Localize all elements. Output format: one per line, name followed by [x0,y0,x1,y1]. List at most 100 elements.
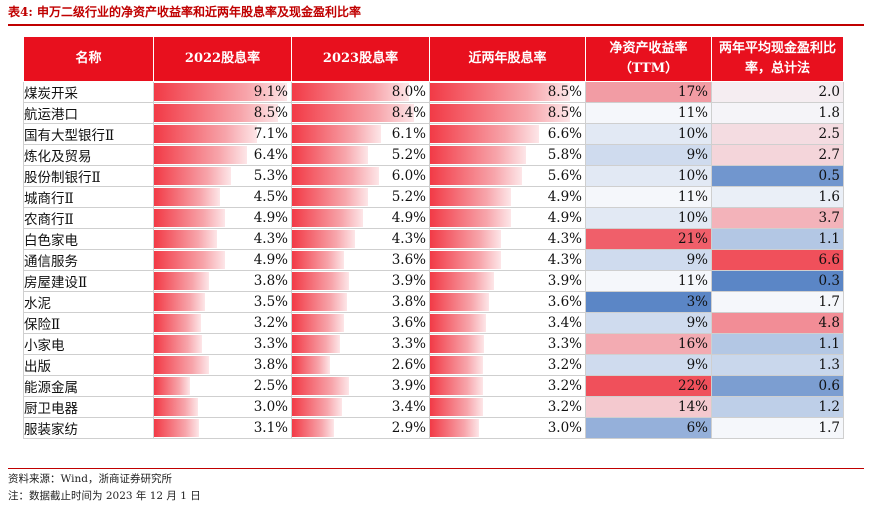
data-bar [292,272,349,290]
roe-cell: 10% [585,123,712,145]
data-bar [292,314,345,332]
cell-value: 4.9% [547,210,582,226]
table-row: 能源金属 2.5% 3.9% 3.2% 22% 0.6 [23,375,844,397]
dividend-2022-cell: 3.8% [153,270,292,292]
roe-cell: 22% [585,375,712,397]
data-bar [430,167,523,185]
cell-value: 8.5% [253,105,288,121]
industry-name: 房屋建设Ⅱ [23,270,154,292]
cell-value: 16% [677,336,708,352]
cell-value: 3.6% [391,252,426,268]
cell-value: 3.3% [547,336,582,352]
data-bar [292,125,381,143]
dividend-2023-cell: 2.9% [291,417,430,439]
cell-value: 11% [677,273,708,289]
dividend-2023-cell: 2.6% [291,354,430,376]
data-bar [292,146,368,164]
roe-cell: 14% [585,396,712,418]
cell-value: 4.3% [547,252,582,268]
cell-value: 1.8 [818,105,840,121]
cell-value: 0.5 [818,168,840,184]
dividend-2023-cell: 3.9% [291,375,430,397]
dividend-2022-cell: 3.3% [153,333,292,355]
data-bar [154,314,201,332]
cell-value: 5.2% [391,147,426,163]
data-bar [430,230,501,248]
dividend-2022-cell: 3.5% [153,291,292,313]
cell-value: 8.5% [547,105,582,121]
cell-value: 0.6 [818,378,840,394]
data-bar [292,419,335,437]
roe-cell: 16% [585,333,712,355]
table-row: 航运港口 8.5% 8.4% 8.5% 11% 1.8 [23,102,844,124]
dividend-2022-cell: 4.5% [153,186,292,208]
cell-value: 4.3% [391,231,426,247]
industry-name: 股份制银行Ⅱ [23,165,154,187]
roe-cell: 6% [585,417,712,439]
cell-value: 2.7 [818,147,840,163]
data-bar [292,251,345,269]
dividend-2022-cell: 4.9% [153,249,292,271]
dividend-2022-cell: 6.4% [153,144,292,166]
cell-value: 6.6% [547,126,582,142]
table-row: 水泥 3.5% 3.8% 3.6% 3% 1.7 [23,291,844,313]
data-bar [154,104,278,122]
cell-value: 3.8% [391,294,426,310]
cell-value: 4.3% [547,231,582,247]
data-bar [292,209,364,227]
dividend-2023-cell: 8.4% [291,102,430,124]
table-row: 小家电 3.3% 3.3% 3.3% 16% 1.1 [23,333,844,355]
cell-value: 3.6% [391,315,426,331]
industry-name: 水泥 [23,291,154,313]
dividend-2023-cell: 3.9% [291,270,430,292]
dividend-two-years-cell: 5.6% [429,165,586,187]
cell-value: 17% [677,84,708,100]
dividend-two-years-cell: 6.6% [429,123,586,145]
cell-value: 3.4% [391,399,426,415]
dividend-two-years-cell: 3.4% [429,312,586,334]
table-row: 国有大型银行Ⅱ 7.1% 6.1% 6.6% 10% 2.5 [23,123,844,145]
cell-value: 2.9% [391,420,426,436]
cell-value: 2.5% [253,378,288,394]
cash-ratio-cell: 2.5 [711,123,844,145]
dividend-two-years-cell: 4.3% [429,228,586,250]
data-bar [154,146,248,164]
cell-value: 22% [677,378,708,394]
table-row: 出版 3.8% 2.6% 3.2% 9% 1.3 [23,354,844,376]
data-bar [430,188,511,206]
dividend-two-years-cell: 8.5% [429,102,586,124]
roe-cell: 9% [585,144,712,166]
roe-cell: 3% [585,291,712,313]
cell-value: 9% [686,147,708,163]
roe-cell: 11% [585,270,712,292]
cash-ratio-cell: 1.3 [711,354,844,376]
cell-value: 10% [677,126,708,142]
cell-value: 5.2% [391,189,426,205]
cell-value: 3.1% [253,420,288,436]
dividend-two-years-cell: 3.9% [429,270,586,292]
cell-value: 10% [677,168,708,184]
cell-value: 3.0% [547,420,582,436]
table-row: 股份制银行Ⅱ 5.3% 6.0% 5.6% 10% 0.5 [23,165,844,187]
cell-value: 3.2% [547,357,582,373]
cell-value: 1.7 [818,420,840,436]
cell-value: 1.7 [818,294,840,310]
cell-value: 3.3% [253,336,288,352]
cell-value: 2.0 [818,84,840,100]
header-row: 名称 2022股息率 2023股息率 近两年股息率 净资产收益率（TTM） 两年… [23,36,844,82]
date-note: 注：数据截止时间为 2023 年 12 月 1 日 [8,490,201,502]
col-header-dividend-2023: 2023股息率 [291,36,430,82]
cash-ratio-cell: 2.0 [711,81,844,103]
cell-value: 5.8% [547,147,582,163]
cell-value: 4.9% [253,210,288,226]
cell-value: 11% [677,189,708,205]
cell-value: 3.5% [253,294,288,310]
cash-ratio-cell: 0.3 [711,270,844,292]
industry-name: 出版 [23,354,154,376]
roe-cell: 9% [585,312,712,334]
cell-value: 3% [686,294,708,310]
dividend-2022-cell: 3.1% [153,417,292,439]
table-row: 通信服务 4.9% 3.6% 4.3% 9% 6.6 [23,249,844,271]
title-rule [8,24,864,26]
cash-ratio-cell: 3.7 [711,207,844,229]
